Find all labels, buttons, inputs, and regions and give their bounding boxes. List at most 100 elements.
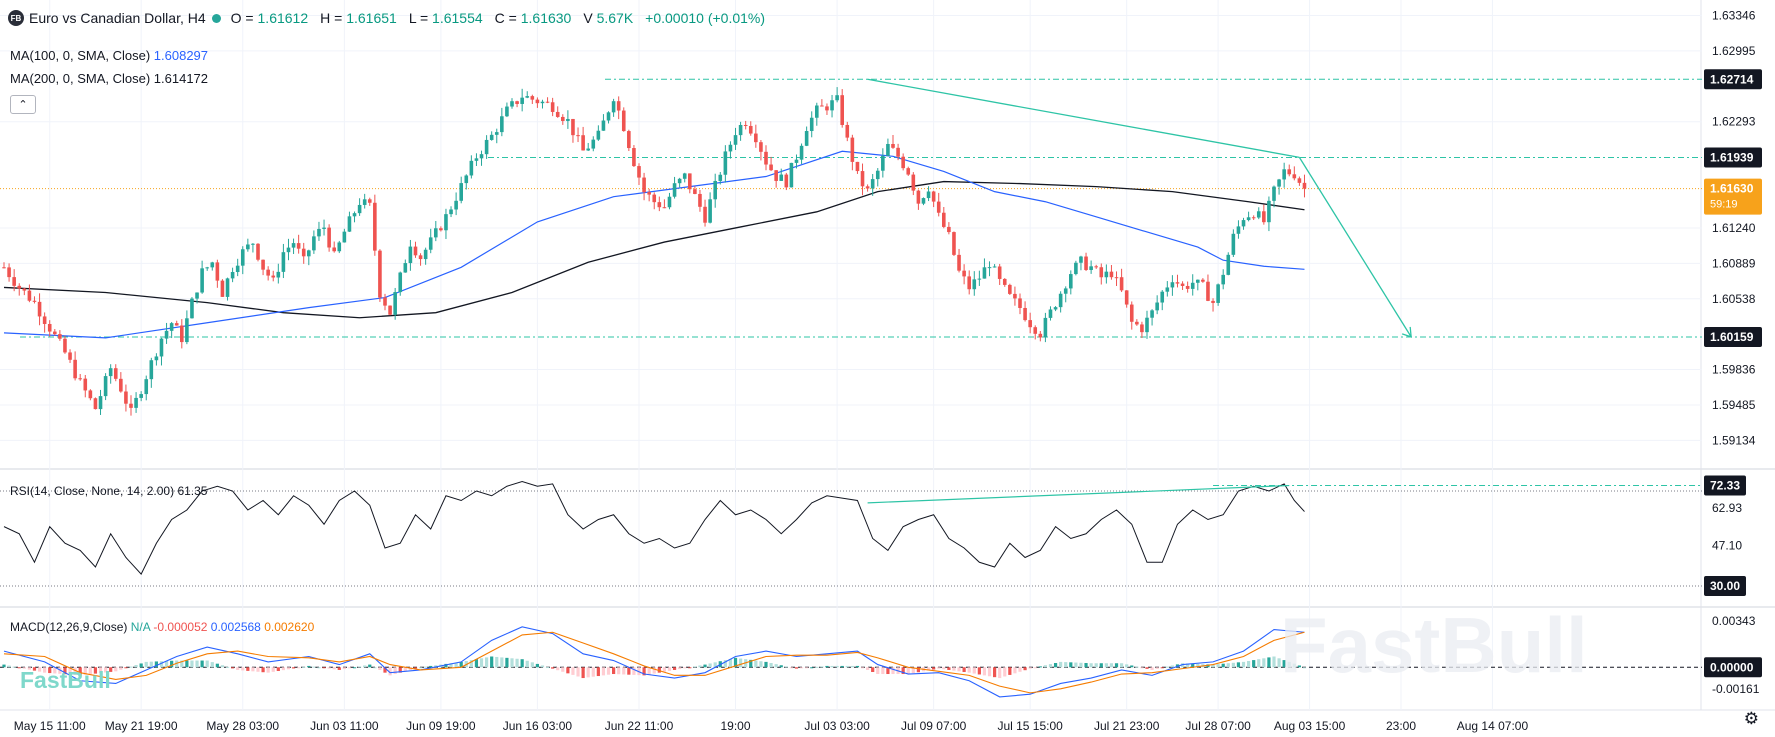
macd-histogram-bar [256,667,260,672]
candle-body [774,170,778,181]
candle-body [322,227,326,229]
collapse-legend-button[interactable]: ⌃ [10,95,36,114]
symbol-title[interactable]: Euro vs Canadian Dollar, H4 [29,10,206,26]
candle-body [1018,298,1022,308]
macd-histogram-bar [815,666,819,668]
macd-histogram-bar [1191,663,1195,668]
symbol-badge: FB [8,10,24,26]
macd-histogram-bar [347,667,352,669]
candle-body [464,175,469,184]
macd-histogram-bar [490,656,494,668]
macd-histogram-bar [1297,665,1301,668]
candle-body [982,267,987,279]
macd-histogram-bar [164,660,169,668]
candle-body [378,250,382,298]
candle-body [855,161,860,172]
macd-histogram-bar [388,667,392,676]
macd-histogram-bar [1145,667,1149,669]
macd-histogram-bar [1236,662,1241,668]
price-tick: 1.61240 [1712,221,1756,235]
macd-histogram-bar [53,667,57,674]
macd-histogram-bar [236,667,240,670]
macd-histogram-bar [37,667,42,672]
change-value: +0.00010 (+0.01%) [645,10,766,26]
candle-body [555,111,560,117]
trendlines [867,78,1412,338]
candle-body [1028,320,1032,328]
candle-body [591,139,596,149]
candle-body [576,135,580,137]
candle-body [286,247,291,253]
macd-histogram-bar [535,663,539,668]
macd-histogram-bar [799,667,804,669]
macd-histogram-bar [175,660,179,668]
price-label-text: 1.62714 [1710,72,1754,86]
candle-body [423,249,428,260]
macd-histogram-bar [764,661,768,668]
rsi-legend[interactable]: RSI(14, Close, None, 14, 2.00) 61.35 [10,484,207,498]
macd-histogram-bar [957,667,961,672]
candle-body [134,397,138,408]
candle-body [342,231,347,243]
macd-legend[interactable]: MACD(12,26,9,Close) N/A -0.000052 0.0025… [10,620,314,634]
macd-zero-label [1704,657,1762,678]
gear-icon[interactable]: ⚙ [1743,709,1759,728]
macd-histogram-bar [1155,667,1159,669]
macd-histogram-bar [398,667,402,673]
time-tick: 23:00 [1386,719,1416,733]
macd-histogram-bar [510,658,514,668]
volume-label: V [583,10,593,26]
rsi-trendline [867,484,1290,504]
trendline [1298,157,1412,338]
open-label: O = [230,10,254,26]
ma100-legend[interactable]: MA(100, 0, SMA, Close) 1.608297 [10,48,208,63]
macd-histogram-bar [1053,663,1058,668]
candle-body [870,179,875,189]
macd-histogram-bar [83,667,87,675]
macd-histogram-bar [271,667,275,672]
macd-histogram-bar [358,666,362,668]
macd-histogram-bar [632,667,636,675]
macd-histogram-bar [322,667,326,669]
macd-histogram-bar [383,667,387,673]
candle-body [149,360,154,380]
candle-body [586,148,590,151]
ma200-legend[interactable]: MA(200, 0, SMA, Close) 1.614172 [10,71,208,86]
macd-histogram-bar [251,667,255,672]
macd-histogram-bar [1028,667,1032,669]
candle-body [347,216,352,232]
macd-histogram-bar [515,658,519,668]
candle-body [840,95,844,125]
macd-histogram-bar [43,667,47,673]
candle-body [1002,278,1007,285]
macd-histogram-bar [784,666,788,668]
macd-histogram-bar [652,667,656,674]
trendline [867,78,1300,158]
candle-body [1287,169,1292,175]
rsi-tick: 62.93 [1712,501,1742,515]
macd-histogram-bar [642,667,646,676]
macd-histogram-bar [88,667,92,675]
macd-histogram-bar [678,667,682,670]
candle-body [22,288,27,291]
macd-histogram-bar [794,667,799,669]
candle-body [682,173,687,179]
macd-zero-label-text: 0.00000 [1710,660,1754,674]
candle-body [332,247,336,252]
candle-body [1206,281,1210,301]
low-value: 1.61554 [432,10,483,26]
macd-histogram-bar [124,667,128,669]
macd-histogram-bar [662,667,666,672]
macd-histogram-bar [1059,661,1063,668]
candle-body [535,99,540,104]
macd-histogram-bar [98,667,103,674]
candle-body [1170,282,1175,288]
candle-body [1094,266,1098,268]
macd-line [3,626,1305,698]
rsi-line [3,480,1305,576]
candle-body [505,106,509,117]
macd-histogram-bar [1287,661,1291,668]
candle-body [967,276,971,290]
time-tick: Jun 16 03:00 [503,719,573,733]
